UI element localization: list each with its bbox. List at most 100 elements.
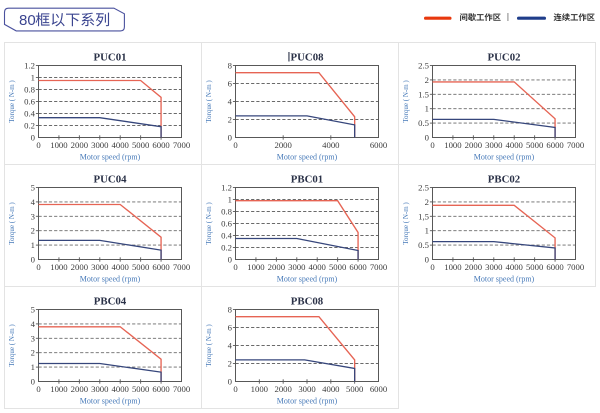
svg-text:1000: 1000 — [444, 140, 462, 150]
svg-text:1: 1 — [31, 73, 35, 83]
svg-text:2000: 2000 — [465, 262, 483, 272]
svg-text:0: 0 — [36, 140, 41, 150]
svg-text:2000: 2000 — [268, 262, 286, 272]
svg-text:3000: 3000 — [298, 384, 316, 394]
svg-text:7000: 7000 — [173, 140, 191, 150]
svg-text:Torque ( N-m ): Torque ( N-m ) — [402, 80, 410, 123]
svg-text:0: 0 — [31, 377, 36, 387]
svg-text:PUC08: PUC08 — [291, 51, 325, 63]
svg-text:Motor speed (rpm): Motor speed (rpm) — [80, 275, 141, 284]
svg-text:6: 6 — [228, 323, 233, 333]
svg-text:5000: 5000 — [526, 262, 544, 272]
svg-text:0.4: 0.4 — [24, 109, 36, 119]
svg-text:5000: 5000 — [132, 384, 150, 394]
svg-text:1000: 1000 — [444, 262, 462, 272]
svg-text:4000: 4000 — [322, 140, 340, 150]
svg-text:6000: 6000 — [370, 140, 388, 150]
svg-text:0: 0 — [31, 255, 36, 265]
svg-text:4000: 4000 — [322, 384, 340, 394]
svg-text:2000: 2000 — [71, 140, 89, 150]
svg-text:0.5: 0.5 — [418, 240, 429, 250]
svg-text:5: 5 — [31, 183, 35, 193]
svg-text:8: 8 — [228, 305, 233, 315]
svg-text:4: 4 — [228, 341, 233, 351]
svg-text:4000: 4000 — [506, 140, 524, 150]
svg-text:PUC04: PUC04 — [94, 173, 128, 185]
svg-text:0: 0 — [425, 133, 430, 143]
svg-text:0.4: 0.4 — [221, 231, 233, 241]
svg-text:Motor speed (rpm): Motor speed (rpm) — [474, 275, 535, 284]
svg-text:0: 0 — [425, 255, 430, 265]
svg-text:0.6: 0.6 — [221, 219, 233, 229]
svg-text:3000: 3000 — [91, 140, 109, 150]
svg-text:80: 80 — [19, 12, 36, 29]
svg-text:0.8: 0.8 — [24, 85, 36, 95]
svg-text:1000: 1000 — [50, 262, 68, 272]
svg-text:4000: 4000 — [112, 384, 130, 394]
svg-text:2: 2 — [228, 115, 232, 125]
svg-text:2: 2 — [31, 226, 35, 236]
svg-text:PBC01: PBC01 — [291, 173, 323, 185]
svg-text:7000: 7000 — [567, 140, 585, 150]
svg-text:0: 0 — [228, 377, 233, 387]
svg-text:Motor speed (rpm): Motor speed (rpm) — [277, 397, 338, 406]
svg-text:6000: 6000 — [152, 140, 170, 150]
svg-text:2000: 2000 — [71, 384, 89, 394]
svg-text:5: 5 — [31, 305, 35, 315]
svg-text:1: 1 — [31, 362, 35, 372]
svg-text:3000: 3000 — [485, 140, 503, 150]
svg-text:PBC04: PBC04 — [94, 295, 127, 307]
svg-text:2000: 2000 — [274, 384, 292, 394]
svg-text:1: 1 — [31, 240, 35, 250]
svg-text:Torque ( N-m ): Torque ( N-m ) — [8, 202, 16, 245]
svg-text:1000: 1000 — [247, 262, 265, 272]
svg-text:Torque ( N-m ): Torque ( N-m ) — [205, 80, 213, 123]
svg-text:Torque ( N-m ): Torque ( N-m ) — [205, 202, 213, 245]
svg-text:0: 0 — [430, 262, 435, 272]
svg-text:1,5: 1,5 — [418, 211, 429, 221]
svg-text:6000: 6000 — [546, 140, 564, 150]
svg-text:4: 4 — [31, 319, 36, 329]
svg-text:Torque ( N-m ): Torque ( N-m ) — [8, 80, 16, 123]
svg-text:4000: 4000 — [112, 140, 130, 150]
svg-text:1000: 1000 — [50, 384, 68, 394]
svg-text:Motor speed (rpm): Motor speed (rpm) — [80, 397, 141, 406]
svg-text:0: 0 — [233, 140, 238, 150]
svg-text:2: 2 — [228, 359, 232, 369]
svg-text:Torque ( N-m ): Torque ( N-m ) — [402, 202, 410, 245]
svg-text:Motor speed (rpm): Motor speed (rpm) — [80, 153, 141, 162]
svg-text:0: 0 — [36, 262, 41, 272]
svg-text:2: 2 — [31, 348, 35, 358]
svg-text:Motor speed (rpm): Motor speed (rpm) — [277, 153, 338, 162]
svg-text:0.2: 0.2 — [24, 121, 35, 131]
svg-text:5000: 5000 — [526, 140, 544, 150]
svg-text:3000: 3000 — [91, 262, 109, 272]
svg-text:6000: 6000 — [152, 262, 170, 272]
svg-text:0.6: 0.6 — [24, 97, 36, 107]
svg-text:1.2: 1.2 — [221, 183, 232, 193]
svg-text:2: 2 — [425, 197, 429, 207]
svg-text:0: 0 — [233, 384, 238, 394]
svg-text:1: 1 — [425, 104, 429, 114]
svg-text:4: 4 — [228, 97, 233, 107]
svg-text:1: 1 — [425, 226, 429, 236]
svg-text:8: 8 — [228, 61, 233, 71]
svg-text:4000: 4000 — [309, 262, 327, 272]
svg-text:0: 0 — [31, 133, 36, 143]
svg-text:3000: 3000 — [91, 384, 109, 394]
svg-text:PBC02: PBC02 — [488, 173, 520, 185]
svg-text:1000: 1000 — [50, 140, 68, 150]
svg-text:2.5: 2.5 — [418, 61, 429, 71]
svg-text:6000: 6000 — [349, 262, 367, 272]
svg-text:0.5: 0.5 — [418, 118, 429, 128]
svg-text:7000: 7000 — [567, 262, 585, 272]
svg-text:0: 0 — [430, 140, 435, 150]
svg-text:Torque ( N-m ): Torque ( N-m ) — [8, 324, 16, 367]
svg-text:4: 4 — [31, 197, 36, 207]
svg-text:2000: 2000 — [274, 140, 292, 150]
svg-text:6: 6 — [228, 79, 233, 89]
svg-text:2: 2 — [425, 75, 429, 85]
svg-text:2000: 2000 — [71, 262, 89, 272]
svg-text:3: 3 — [31, 211, 35, 221]
svg-text:4000: 4000 — [112, 262, 130, 272]
